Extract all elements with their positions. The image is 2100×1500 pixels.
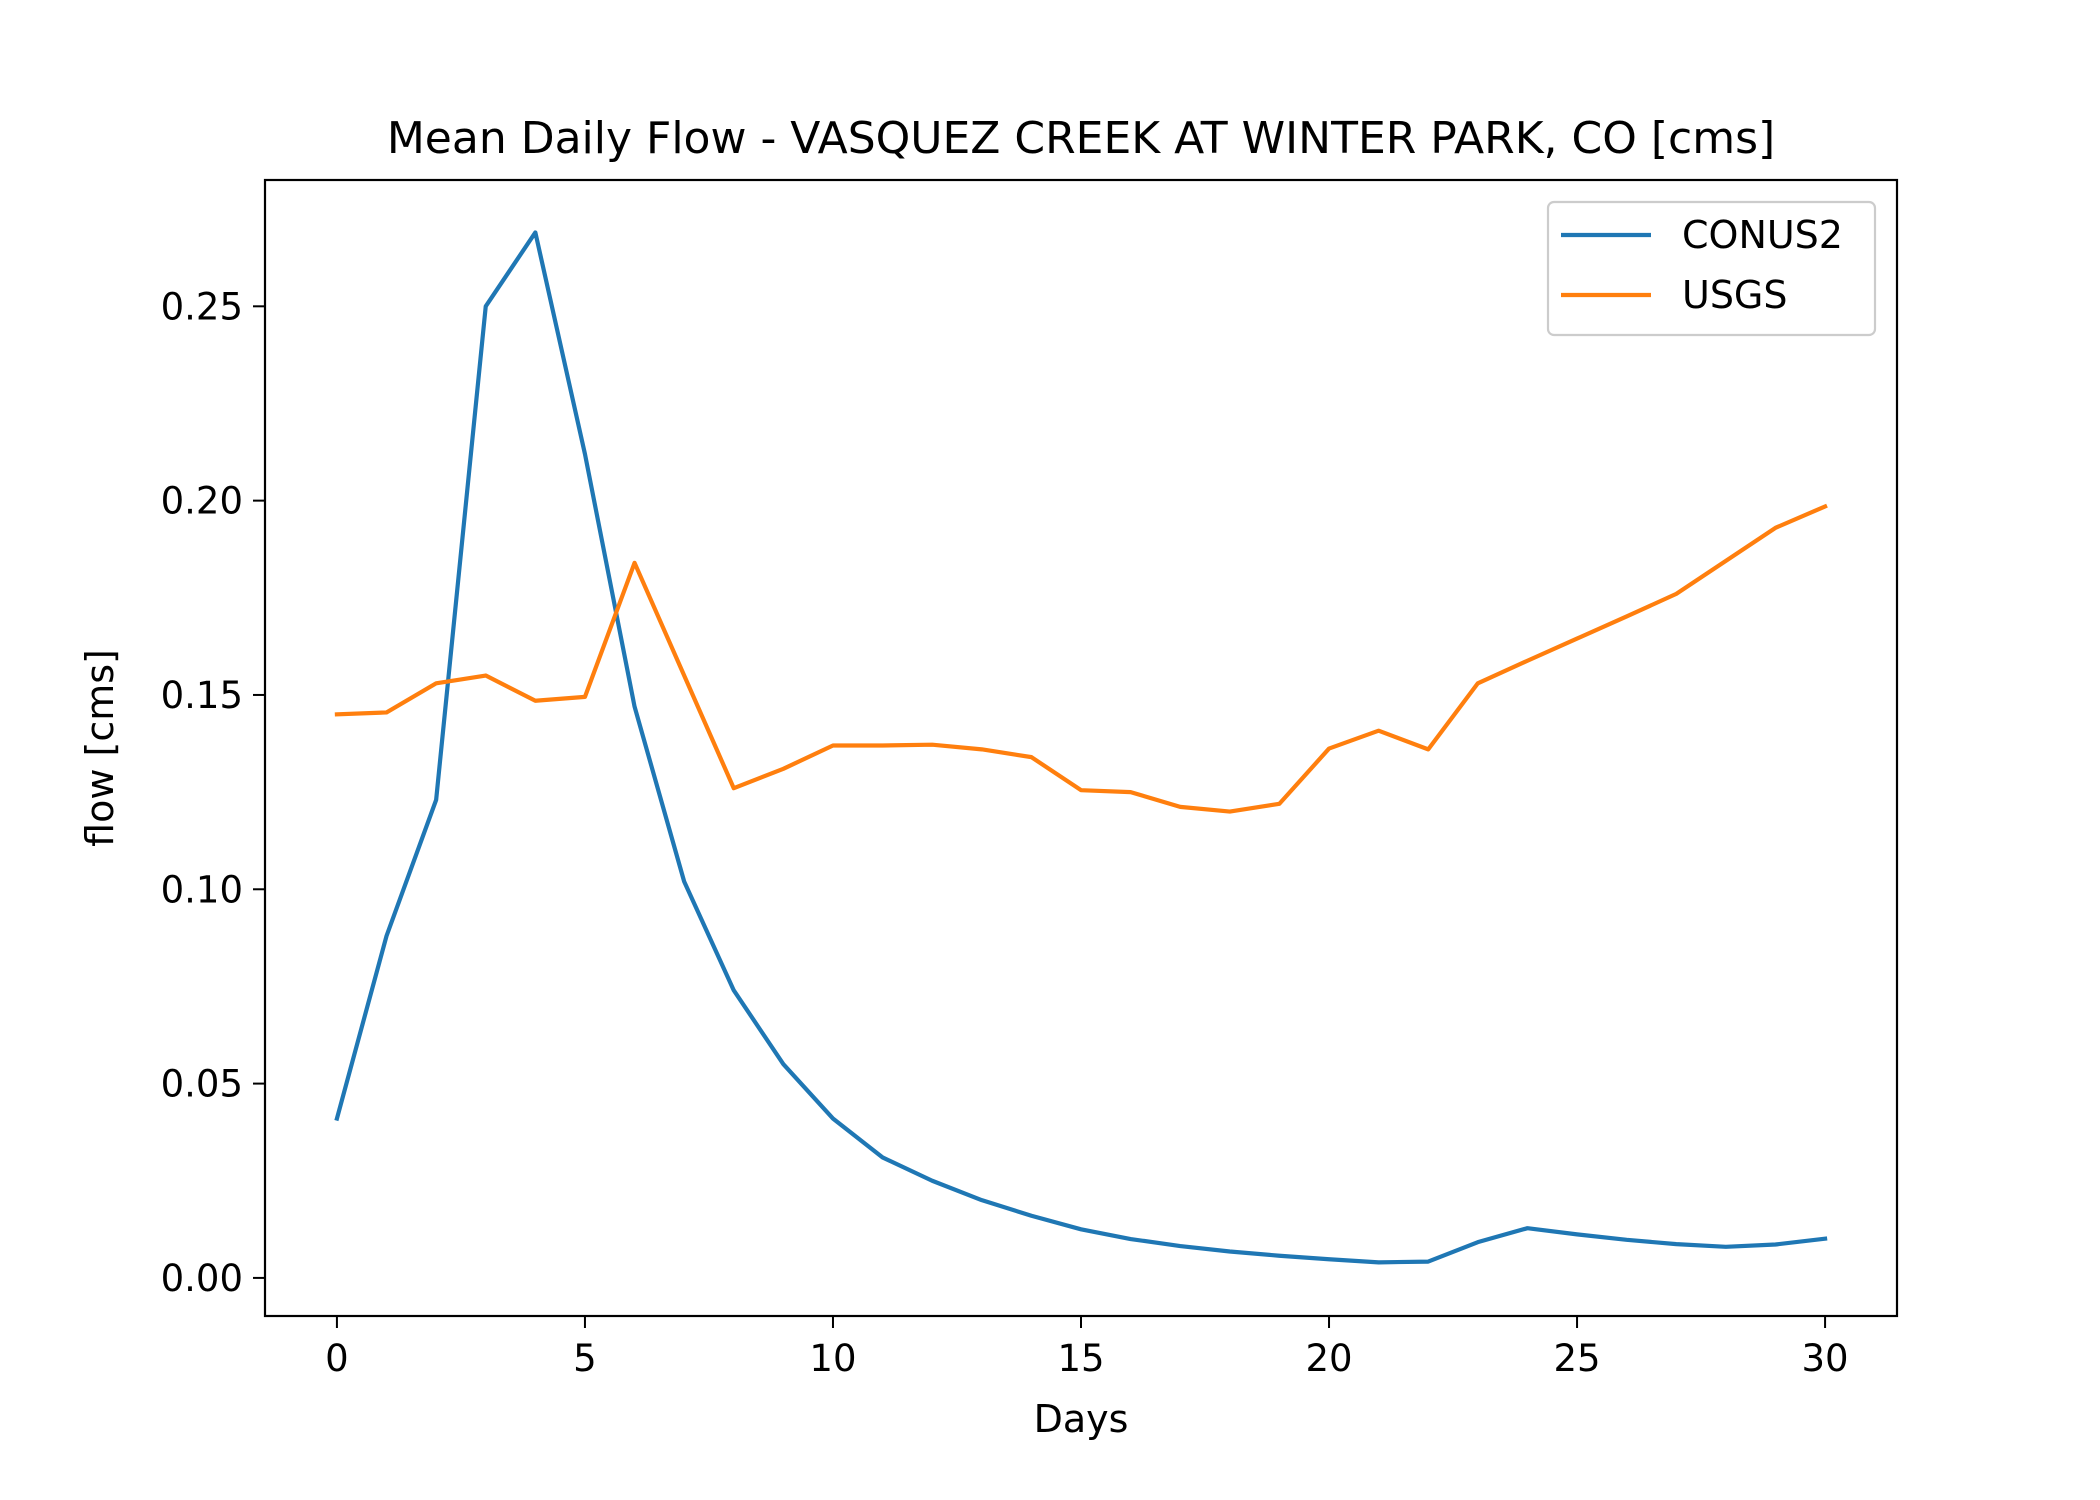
series-line-usgs <box>334 503 1828 814</box>
y-tick-label: 0.25 <box>161 285 243 328</box>
plot-area: 0 5 10 15 20 25 30 0.00 0.05 0.10 0.15 0.20 0.25 <box>161 178 1899 1380</box>
y-tick-label: 0.20 <box>161 480 243 523</box>
y-axis-ticks: 0.00 0.05 0.10 0.15 0.20 0.25 <box>161 285 265 1300</box>
x-tick-label: 20 <box>1305 1337 1352 1380</box>
chart-title: Mean Daily Flow - VASQUEZ CREEK AT WINTE… <box>387 113 1775 164</box>
y-tick-label: 0.00 <box>161 1257 243 1300</box>
x-tick-label: 0 <box>325 1337 349 1380</box>
x-tick-label: 10 <box>809 1337 856 1380</box>
legend-label-usgs: USGS <box>1682 273 1788 317</box>
x-tick-label: 15 <box>1057 1337 1104 1380</box>
y-tick-label: 0.15 <box>161 674 243 717</box>
y-tick-label: 0.10 <box>161 868 243 911</box>
legend-label-conus2: CONUS2 <box>1682 213 1843 257</box>
y-axis-label: flow [cms] <box>78 649 122 847</box>
plot-frame <box>263 178 1899 1318</box>
series-lines <box>334 230 1828 1265</box>
series-line-conus2 <box>334 230 1828 1265</box>
x-axis-label: Days <box>1034 1397 1129 1441</box>
x-tick-label: 5 <box>573 1337 597 1380</box>
x-tick-label: 30 <box>1802 1337 1849 1380</box>
x-axis-ticks: 0 5 10 15 20 25 30 <box>325 1316 1849 1380</box>
legend: CONUS2 USGS <box>1546 200 1877 337</box>
y-tick-label: 0.05 <box>161 1063 243 1106</box>
x-tick-label: 25 <box>1554 1337 1601 1380</box>
